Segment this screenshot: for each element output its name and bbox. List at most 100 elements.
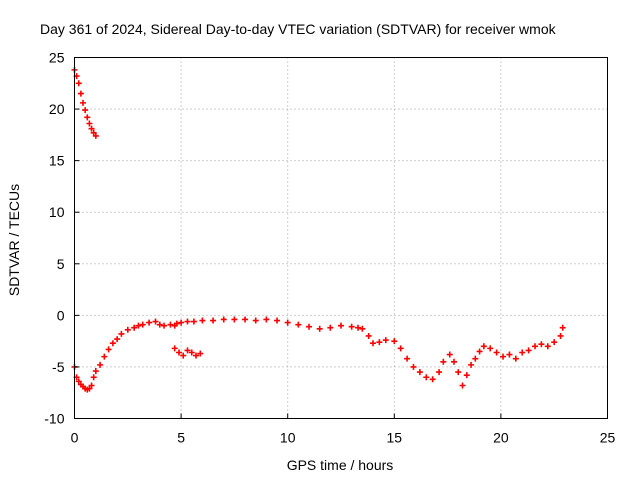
data-point (97, 361, 104, 368)
data-point (88, 382, 95, 389)
data-point (338, 322, 344, 329)
data-point (274, 317, 281, 324)
data-point (242, 316, 249, 323)
data-point (382, 337, 389, 344)
data-point (88, 125, 95, 132)
x-axis-title: GPS time / hours (287, 457, 394, 473)
tick-labels: 0 5 10 15 20 25 25 20 15 10 5 0 -5 -10 (44, 50, 615, 446)
y-tick-label: -5 (52, 359, 65, 375)
x-tick-label: 15 (387, 430, 403, 446)
data-point (355, 324, 362, 331)
data-point (175, 349, 182, 356)
data-point (551, 339, 558, 346)
data-point (220, 316, 227, 323)
y-tick-label: 15 (49, 153, 65, 169)
data-point (131, 324, 138, 331)
data-point (369, 340, 376, 347)
data-point (365, 332, 372, 339)
data-point (306, 323, 313, 330)
data-point (190, 318, 197, 325)
data-point (75, 80, 82, 87)
series-sdtvar-short-arc (171, 345, 204, 359)
x-tick-label: 0 (71, 430, 79, 446)
data-point (423, 374, 430, 381)
data-point (487, 345, 494, 352)
data-point (193, 352, 200, 359)
data-point (506, 351, 513, 358)
data-point (188, 349, 195, 356)
y-tick-label: -10 (44, 411, 64, 427)
data-point (152, 318, 159, 325)
data-point (459, 382, 466, 389)
data-point (538, 341, 545, 348)
data-point (109, 340, 116, 347)
data-point (525, 347, 532, 354)
data-point (161, 322, 168, 329)
x-tick-label: 20 (493, 430, 509, 446)
data-point (252, 317, 259, 324)
x-tick-label: 10 (280, 430, 296, 446)
data-point (135, 322, 142, 329)
data-point (92, 132, 99, 139)
data-point (90, 374, 97, 381)
data-point (114, 336, 121, 343)
data-point (199, 317, 206, 324)
y-tick-label: 20 (49, 101, 65, 117)
data-point (284, 319, 291, 326)
data-point (80, 99, 87, 106)
y-tick-label: 25 (49, 50, 65, 66)
data-point (82, 107, 89, 114)
data-point (231, 316, 238, 323)
data-point (544, 343, 551, 350)
data-point (86, 385, 93, 392)
y-tick-label: 10 (49, 204, 65, 220)
data-point (146, 319, 153, 326)
data-point (84, 114, 91, 121)
data-point (450, 358, 457, 365)
data-point (410, 363, 417, 370)
data-point (197, 350, 204, 357)
data-point (184, 318, 191, 325)
data-point (519, 349, 526, 356)
data-point (440, 358, 447, 365)
data-point (263, 316, 270, 323)
data-points (71, 66, 566, 393)
data-point (167, 321, 174, 328)
data-point (446, 351, 453, 358)
data-point (118, 330, 125, 337)
data-point (101, 353, 108, 360)
data-point (295, 321, 302, 328)
data-point (500, 353, 507, 360)
data-point (75, 378, 82, 385)
data-point (210, 317, 217, 324)
data-point (92, 368, 99, 375)
data-point (532, 343, 539, 350)
data-point (105, 346, 112, 353)
data-point (327, 324, 334, 331)
data-point (376, 339, 383, 346)
x-tick-label: 5 (177, 430, 185, 446)
y-tick-label: 5 (57, 256, 65, 272)
data-point (468, 361, 475, 368)
data-point (171, 345, 178, 352)
grid (74, 57, 608, 419)
data-point (124, 326, 131, 333)
data-point (359, 325, 366, 332)
data-point (557, 332, 564, 339)
data-point (397, 345, 404, 352)
data-point (180, 352, 187, 359)
data-point (77, 90, 84, 97)
y-axis-title: SDTVAR / TECUs (6, 184, 22, 296)
data-point (173, 320, 180, 327)
data-point (348, 323, 355, 330)
data-point (178, 319, 185, 326)
data-point (512, 355, 519, 362)
data-point (476, 348, 483, 355)
data-point (436, 369, 443, 376)
data-point (184, 347, 191, 354)
data-point (559, 324, 566, 331)
plot-frame (74, 57, 608, 419)
chart-title: Day 361 of 2024, Sidereal Day-to-day VTE… (40, 21, 557, 37)
